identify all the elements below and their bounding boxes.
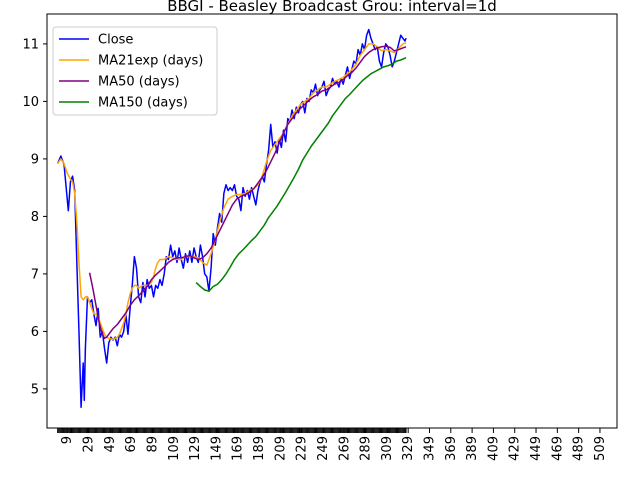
series-layer xyxy=(56,28,407,409)
y-tick-label: 5 xyxy=(31,382,39,397)
y-axis: 5 6 7 8 9 10 11 xyxy=(22,37,47,397)
x-tick-label: 189 xyxy=(252,436,267,461)
legend-label: MA50 (days) xyxy=(98,75,180,90)
plot-frame xyxy=(46,13,618,429)
x-tick-label: 109 xyxy=(167,436,182,461)
x-tick-label: 329 xyxy=(401,436,416,461)
x-tick-label: 209 xyxy=(273,436,288,461)
y-tick-label: 8 xyxy=(31,210,39,225)
x-tick-label: 269 xyxy=(337,436,352,461)
x-tick-label: 89 xyxy=(145,436,160,453)
x-tick-label: 429 xyxy=(508,436,523,461)
x-tick-label: 9 xyxy=(60,436,75,444)
x-tick-label: 49 xyxy=(103,436,118,453)
x-tick-label: 229 xyxy=(295,436,310,461)
legend-label: MA150 (days) xyxy=(98,96,188,111)
legend-label: MA21exp (days) xyxy=(98,54,203,69)
x-tick-label: 129 xyxy=(188,436,203,461)
x-tick-label: 169 xyxy=(231,436,246,461)
x-tick-label: 469 xyxy=(550,436,565,461)
x-tick-label: 289 xyxy=(359,436,374,461)
x-tick-label: 29 xyxy=(82,436,97,453)
y-tick-label: 10 xyxy=(22,95,39,110)
x-tick-label: 249 xyxy=(316,436,331,461)
x-axis: 9 29 49 69 89 109 129 149 169 189 209 229 249 269 289 3… xyxy=(57,428,608,461)
chart-title: BBGI - Beasley Broadcast Grou: interval=… xyxy=(167,0,497,15)
x-tick-label: 369 xyxy=(444,436,459,461)
y-tick-label: 7 xyxy=(31,267,39,282)
series-line-ma50-days xyxy=(88,45,407,340)
y-tick-label: 9 xyxy=(31,152,39,167)
x-tick-label: 389 xyxy=(465,436,480,461)
x-tick-label: 309 xyxy=(380,436,395,461)
x-tick-label: 409 xyxy=(486,436,501,461)
x-tick-label: 69 xyxy=(124,436,139,453)
x-tick-label: 149 xyxy=(209,436,224,461)
legend-box xyxy=(52,26,218,116)
y-tick-label: 11 xyxy=(22,37,39,52)
x-tick-label: 349 xyxy=(422,436,437,461)
x-tick-label: 509 xyxy=(593,436,608,461)
y-tick-label: 6 xyxy=(31,325,39,340)
x-tick-label: 489 xyxy=(572,436,587,461)
legend-label: Close xyxy=(98,33,133,48)
series-line-ma150-days xyxy=(195,57,407,292)
legend: Close MA21exp (days) MA50 (days) MA150 (day… xyxy=(52,26,218,116)
x-tick-label: 449 xyxy=(529,436,544,461)
